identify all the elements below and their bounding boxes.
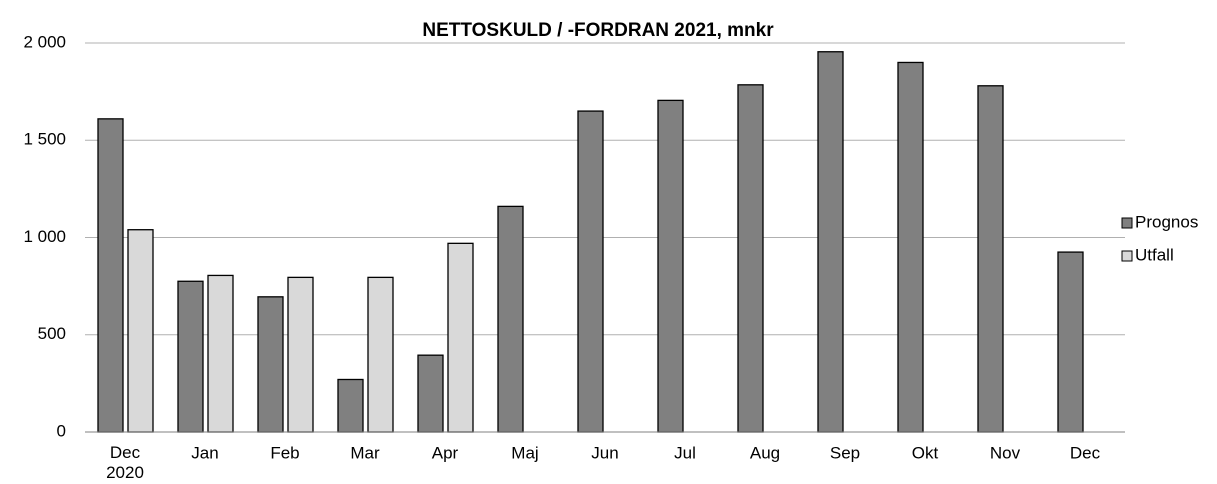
x-tick-label: Maj bbox=[511, 443, 538, 462]
y-tick-label: 2 000 bbox=[23, 32, 66, 51]
legend-label: Prognos bbox=[1135, 212, 1198, 231]
bar bbox=[817, 51, 844, 433]
bar bbox=[977, 85, 1004, 433]
y-tick-label: 0 bbox=[57, 421, 66, 440]
bar bbox=[737, 84, 764, 433]
x-tick-label: Aug bbox=[750, 443, 780, 462]
y-tick-label: 1 000 bbox=[23, 227, 66, 246]
x-tick-label: Nov bbox=[990, 443, 1021, 462]
bar bbox=[417, 354, 444, 433]
x-tick-label: Jun bbox=[591, 443, 618, 462]
legend-swatch bbox=[1121, 250, 1133, 262]
bar bbox=[177, 280, 204, 433]
bar bbox=[287, 276, 314, 433]
bar bbox=[337, 378, 364, 433]
bar bbox=[447, 242, 474, 433]
bar bbox=[127, 229, 154, 433]
legend-swatch bbox=[1121, 217, 1133, 229]
bar bbox=[897, 61, 924, 433]
x-tick-label: Apr bbox=[432, 443, 459, 462]
bar bbox=[257, 296, 284, 433]
x-tick-label: Mar bbox=[350, 443, 380, 462]
y-tick-label: 1 500 bbox=[23, 130, 66, 149]
bar bbox=[577, 110, 604, 433]
chart-title: NETTOSKULD / -FORDRAN 2021, mnkr bbox=[422, 20, 774, 41]
x-tick-label: Jan bbox=[191, 443, 218, 462]
x-tick-label: Okt bbox=[912, 443, 939, 462]
bar bbox=[367, 276, 394, 433]
x-tick-label: Dec bbox=[1070, 443, 1101, 462]
x-tick-label: Sep bbox=[830, 443, 860, 462]
bar bbox=[97, 118, 124, 433]
legend-label: Utfall bbox=[1135, 245, 1174, 264]
bar bbox=[1057, 251, 1084, 433]
x-tick-label: Feb bbox=[270, 443, 299, 462]
bar bbox=[657, 99, 684, 433]
y-tick-label: 500 bbox=[38, 324, 66, 343]
x-tick-label: Jul bbox=[674, 443, 696, 462]
bar bbox=[207, 274, 234, 433]
bar bbox=[497, 205, 524, 433]
x-tick-label: Dec 2020 bbox=[106, 443, 144, 482]
